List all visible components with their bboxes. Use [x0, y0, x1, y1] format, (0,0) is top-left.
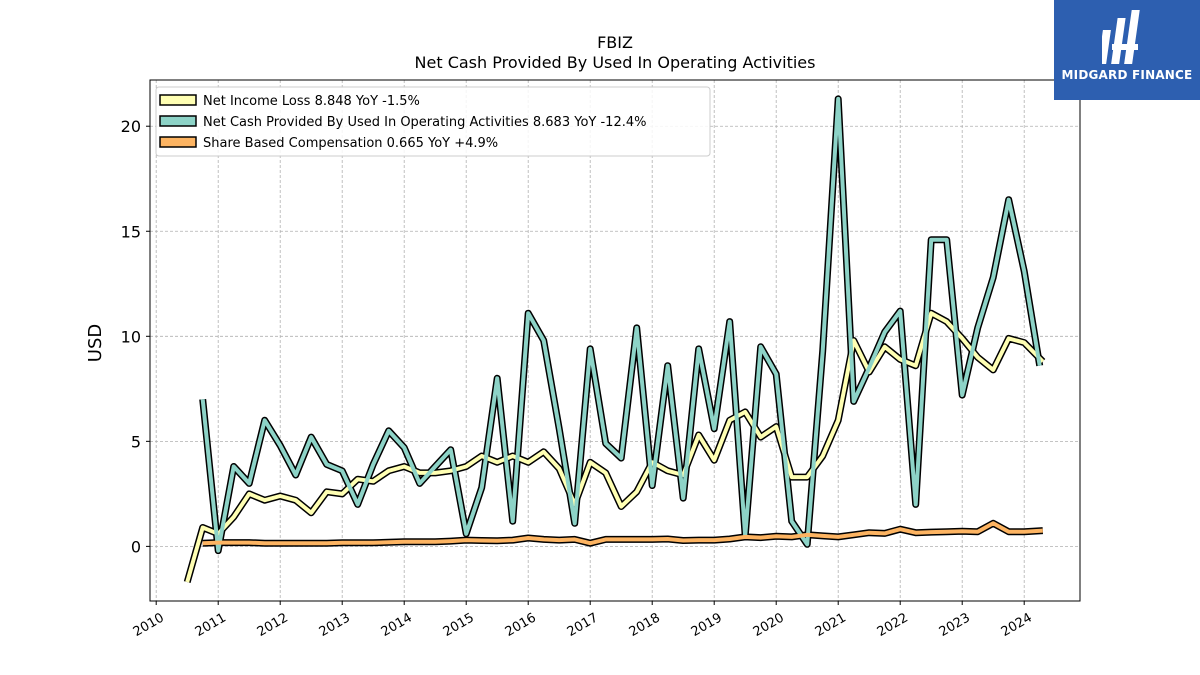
x-tick-label: 2024: [999, 610, 1035, 640]
x-tick-label: 2015: [441, 610, 477, 640]
chart-title: FBIZ: [597, 33, 633, 52]
chart-subtitle: Net Cash Provided By Used In Operating A…: [415, 53, 816, 72]
x-tick-label: 2014: [379, 610, 415, 640]
x-tick-label: 2020: [751, 610, 787, 640]
x-tick-label: 2019: [689, 610, 725, 640]
x-tick-label: 2011: [193, 610, 229, 640]
x-tick-label: 2010: [131, 610, 167, 640]
legend-swatch-0: [159, 94, 197, 106]
x-tick-label: 2022: [875, 610, 911, 640]
legend-swatch-2: [159, 136, 197, 148]
legend: Net Income Loss 8.848 YoY -1.5% Net Cash …: [155, 86, 711, 157]
logo-mark-icon: [1102, 10, 1140, 64]
y-tick-label: 20: [121, 117, 141, 136]
series-1-line: [200, 96, 1042, 553]
y-axis-label: USD: [85, 324, 106, 362]
plot-frame: [149, 79, 1081, 602]
y-tick-label: 15: [121, 222, 141, 241]
legend-entry-0: Net Income Loss 8.848 YoY -1.5%: [203, 94, 420, 109]
series-lines: [183, 95, 1046, 584]
legend-swatch-1: [159, 115, 197, 127]
x-tick-label: 2013: [317, 610, 353, 640]
legend-entry-1: Net Cash Provided By Used In Operating A…: [203, 115, 646, 130]
series-0-line: [185, 311, 1045, 583]
x-tick-label: 2012: [255, 610, 291, 640]
y-tick-label: 5: [131, 432, 141, 451]
x-tick-label: 2023: [937, 610, 973, 640]
y-tick-label: 0: [131, 537, 141, 556]
legend-box: [155, 86, 711, 157]
midgard-finance-logo: MIDGARD FINANCE: [1054, 0, 1200, 100]
y-tick-label: 10: [121, 327, 141, 346]
series-2-line: [202, 521, 1043, 546]
x-tick-label: 2021: [813, 610, 849, 640]
x-tick-label: 2018: [627, 610, 663, 640]
grid: [150, 80, 1080, 601]
axes: [149, 79, 1081, 602]
ticks: 0 5 10 15 20 2010 2011 2012 2013 2014 2015 2016 2017…: [121, 117, 1035, 640]
logo-text: MIDGARD FINANCE: [1061, 68, 1193, 82]
x-tick-label: 2016: [503, 610, 539, 640]
legend-entry-2: Share Based Compensation 0.665 YoY +4.9%: [203, 136, 498, 151]
x-tick-label: 2017: [565, 610, 601, 640]
